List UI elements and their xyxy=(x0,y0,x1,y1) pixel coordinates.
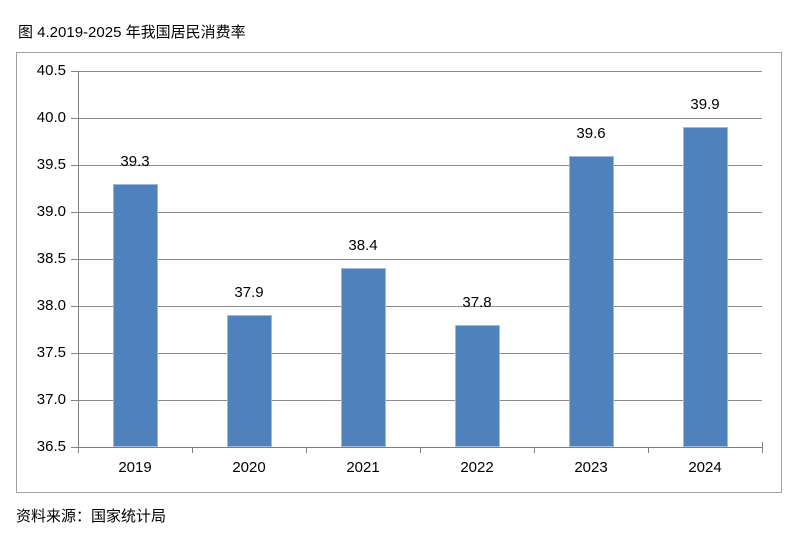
y-tick-label: 40.5 xyxy=(36,62,66,79)
x-category-label: 2023 xyxy=(574,459,608,476)
x-axis-tick xyxy=(420,447,421,453)
gridline xyxy=(78,306,762,307)
chart-frame: 36.5 37.0 37.5 38.0 38.5 39.0 39.5 40.0 40.5 39.3… xyxy=(16,52,782,493)
y-tick-label: 38.5 xyxy=(36,250,66,267)
y-tick-label: 39.5 xyxy=(36,156,66,173)
gridline xyxy=(78,353,762,354)
y-axis-tick xyxy=(71,400,78,401)
y-tick-label: 40.0 xyxy=(36,109,66,126)
gridline xyxy=(78,118,762,119)
y-axis-tick xyxy=(71,259,78,260)
x-category-label: 2019 xyxy=(118,459,152,476)
x-axis-end-tick xyxy=(762,442,763,447)
bar-value-label: 39.6 xyxy=(576,125,606,142)
bar-value-label: 37.8 xyxy=(462,294,492,311)
bar-value-label: 38.4 xyxy=(348,237,378,254)
y-axis-tick xyxy=(71,118,78,119)
bar xyxy=(341,268,386,447)
y-axis-tick xyxy=(71,353,78,354)
y-axis-tick xyxy=(71,71,78,72)
y-tick-label: 39.0 xyxy=(36,203,66,220)
x-category-label: 2021 xyxy=(346,459,380,476)
gridline xyxy=(78,165,762,166)
bar xyxy=(683,127,728,447)
gridline xyxy=(78,259,762,260)
bar xyxy=(455,325,500,447)
gridline xyxy=(78,400,762,401)
y-axis-tick xyxy=(71,212,78,213)
x-axis-tick xyxy=(534,447,535,453)
bar-value-label: 37.9 xyxy=(234,284,264,301)
x-axis-tick xyxy=(78,447,79,453)
chart-title: 图 4.2019-2025 年我国居民消费率 xyxy=(18,24,246,41)
x-axis-tick xyxy=(192,447,193,453)
y-tick-label: 37.0 xyxy=(36,391,66,408)
y-axis-tick xyxy=(71,165,78,166)
x-axis-tick xyxy=(648,447,649,453)
gridline xyxy=(78,71,762,72)
x-axis-tick xyxy=(306,447,307,453)
plot-area: 36.5 37.0 37.5 38.0 38.5 39.0 39.5 40.0 40.5 39.3… xyxy=(17,53,781,492)
x-category-label: 2024 xyxy=(688,459,722,476)
bar-value-label: 39.3 xyxy=(120,153,150,170)
y-tick-label: 36.5 xyxy=(36,438,66,455)
y-tick-label: 38.0 xyxy=(36,297,66,314)
y-axis-tick xyxy=(71,306,78,307)
x-category-label: 2020 xyxy=(232,459,266,476)
y-tick-label: 37.5 xyxy=(36,344,66,361)
source-note: 资料来源：国家统计局 xyxy=(16,508,167,525)
x-category-label: 2022 xyxy=(460,459,494,476)
bar-value-label: 39.9 xyxy=(690,96,720,113)
bar xyxy=(227,315,272,447)
y-axis-tick xyxy=(71,447,78,448)
gridline xyxy=(78,212,762,213)
y-axis-line xyxy=(78,71,79,448)
x-axis-tick xyxy=(762,447,763,453)
bar xyxy=(569,156,614,447)
bar xyxy=(113,184,158,447)
